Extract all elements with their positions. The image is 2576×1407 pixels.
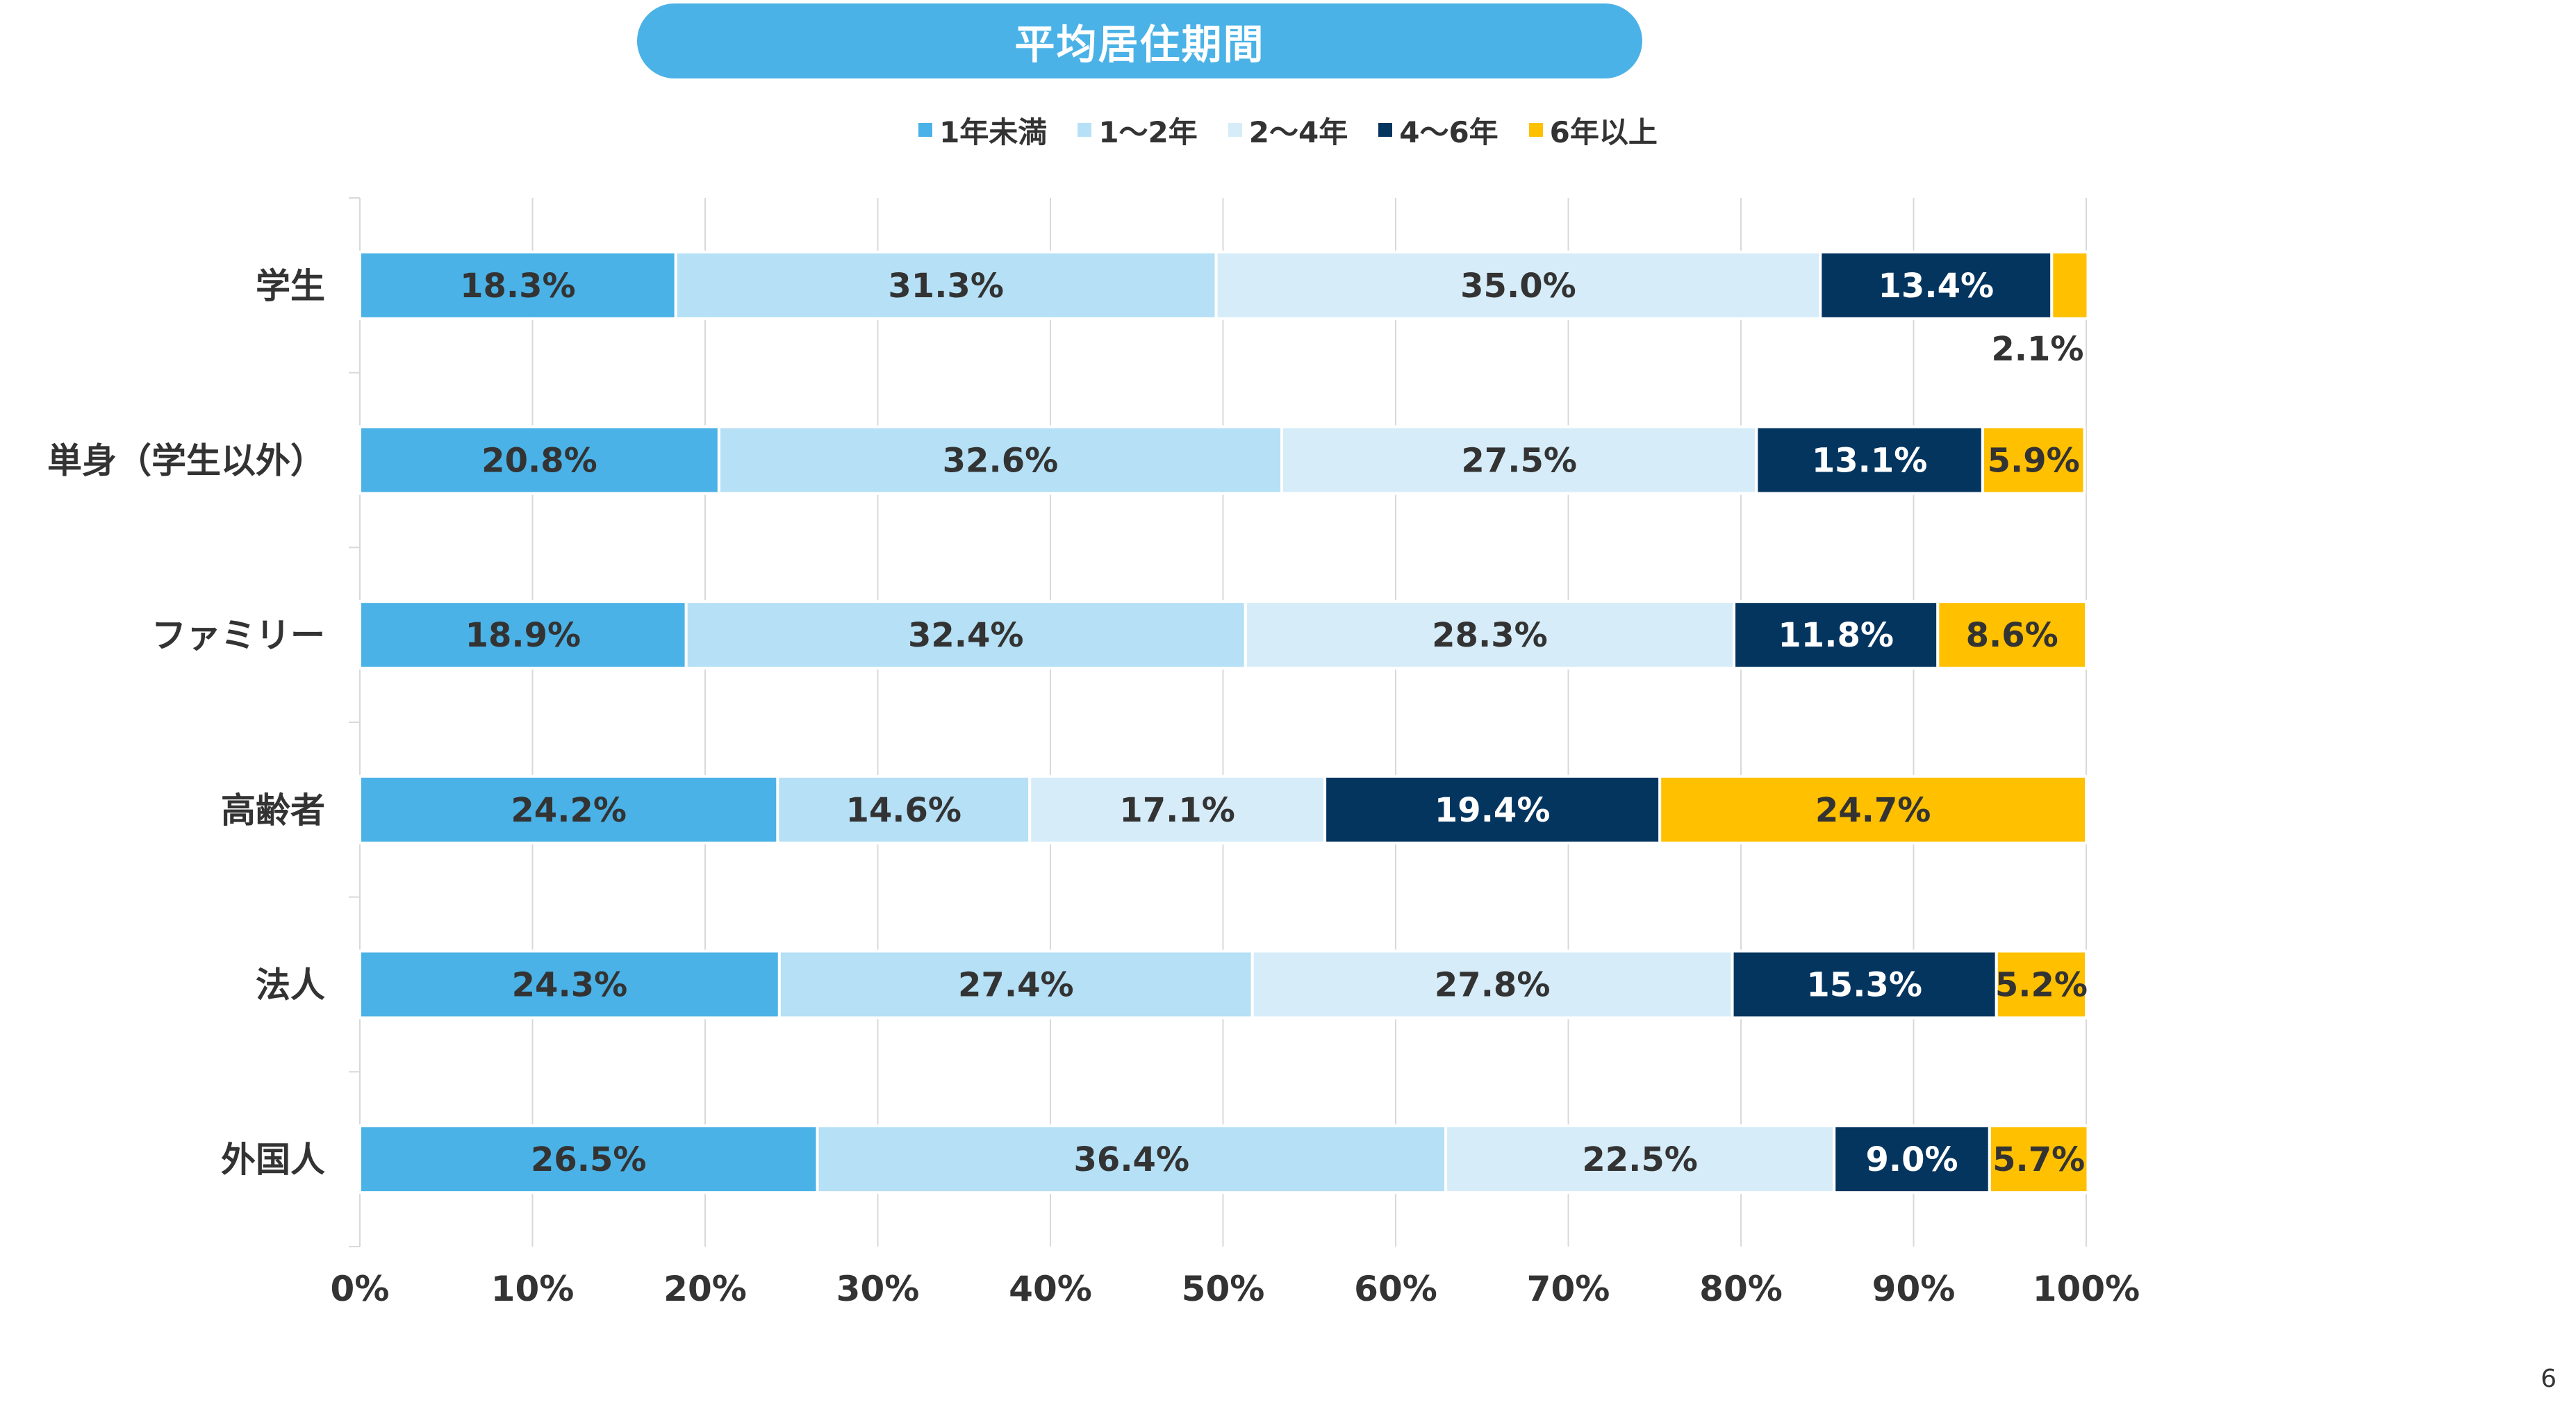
data-label: 27.4%	[958, 966, 1074, 1005]
x-tick-label: 0%	[331, 1269, 390, 1309]
data-label: 24.7%	[1815, 791, 1931, 830]
x-tick-label: 20%	[663, 1269, 747, 1309]
legend-label: 1年未満	[939, 115, 1048, 149]
bar-segment	[776, 774, 1032, 844]
legend-swatch	[1228, 123, 1242, 137]
bar-segment	[2050, 250, 2090, 320]
category-label: 高齢者	[221, 790, 325, 831]
data-label: 5.2%	[1995, 966, 2088, 1005]
x-tick-label: 90%	[1872, 1269, 1956, 1309]
legend-item-2: 1〜2年	[1078, 109, 1198, 151]
bar-segment	[1936, 600, 2088, 670]
bar-segment	[358, 250, 677, 320]
data-label: 26.5%	[531, 1140, 647, 1179]
legend-label: 4〜6年	[1399, 115, 1498, 149]
data-label: 13.4%	[1879, 267, 1995, 306]
data-label: 14.6%	[846, 791, 962, 830]
data-label: 32.6%	[943, 442, 1059, 481]
bar-segment	[1214, 250, 1822, 320]
bar-segment	[358, 949, 781, 1019]
data-label: 17.1%	[1119, 791, 1235, 830]
x-tick-label: 50%	[1182, 1269, 1265, 1309]
x-tick-label: 30%	[836, 1269, 920, 1309]
bar-segment	[358, 1124, 819, 1194]
bar-segment	[1244, 600, 1736, 670]
bar-segment	[816, 1124, 1448, 1194]
legend-item-3: 2〜4年	[1228, 109, 1348, 151]
data-label: 2.1%	[1991, 330, 2083, 369]
data-label: 5.9%	[1988, 442, 2080, 481]
legend-swatch	[1078, 123, 1092, 137]
data-label: 11.8%	[1778, 616, 1894, 655]
bar-segment	[1444, 1124, 1836, 1194]
data-label: 22.5%	[1582, 1140, 1698, 1179]
bar-segment	[358, 774, 779, 844]
data-label: 27.8%	[1435, 966, 1551, 1005]
data-label: 36.4%	[1074, 1140, 1190, 1179]
data-label: 24.2%	[511, 791, 627, 830]
bar-segment	[684, 600, 1247, 670]
data-label: 31.3%	[888, 267, 1004, 306]
bar-segment	[358, 600, 688, 670]
data-label: 24.3%	[512, 966, 628, 1005]
data-label: 8.6%	[1966, 616, 2058, 655]
legend-item-1: 1年未満	[918, 109, 1047, 151]
data-label: 13.1%	[1812, 442, 1928, 481]
data-label: 9.0%	[1865, 1140, 1958, 1179]
bar-segment	[1833, 1124, 1991, 1194]
legend-swatch	[1378, 123, 1393, 137]
category-label: 外国人	[221, 1140, 325, 1180]
legend: 1年未満 1〜2年 2〜4年 4〜6年 6年以上	[0, 108, 2576, 152]
bar-segment	[1995, 949, 2088, 1019]
data-label: 19.4%	[1435, 791, 1551, 830]
legend-item-5: 6年以上	[1528, 109, 1658, 151]
chart-title: 平均居住期間	[637, 3, 1642, 78]
x-tick-label: 80%	[1699, 1269, 1783, 1309]
bar-segment	[1988, 1124, 2090, 1194]
data-label: 18.9%	[465, 616, 581, 655]
legend-swatch	[918, 123, 933, 137]
bar-segment	[1981, 425, 2086, 495]
data-label: 20.8%	[481, 442, 597, 481]
legend-item-4: 4〜6年	[1378, 109, 1498, 151]
data-label: 28.3%	[1432, 616, 1548, 655]
x-tick-label: 10%	[491, 1269, 575, 1309]
legend-swatch	[1528, 123, 1543, 137]
legend-label: 6年以上	[1549, 115, 1658, 149]
category-label: 法人	[256, 965, 325, 1006]
bar-segment	[1028, 774, 1327, 844]
bar-segment	[1658, 774, 2088, 844]
bar-segment	[1819, 250, 2054, 320]
data-label: 32.4%	[908, 616, 1024, 655]
bar-segment	[674, 250, 1218, 320]
data-label: 5.7%	[1992, 1140, 2085, 1179]
bar-segment	[1755, 425, 1984, 495]
category-label: 単身（学生以外）	[47, 441, 325, 481]
legend-label: 1〜2年	[1098, 115, 1198, 149]
x-tick-label: 40%	[1009, 1269, 1092, 1309]
bar-segment	[1250, 949, 1734, 1019]
data-label: 15.3%	[1806, 966, 1922, 1005]
x-tick-label: 70%	[1527, 1269, 1610, 1309]
data-label: 27.5%	[1461, 442, 1577, 481]
bar-segment	[777, 949, 1254, 1019]
category-label: ファミリー	[151, 615, 325, 656]
data-label: 35.0%	[1460, 267, 1576, 306]
page-number: 6	[2541, 1365, 2557, 1393]
x-tick-label: 100%	[2033, 1269, 2140, 1309]
legend-label: 2〜4年	[1248, 115, 1348, 149]
category-label: 学生	[256, 266, 325, 306]
bar-segment	[1323, 774, 1662, 844]
x-tick-label: 60%	[1354, 1269, 1437, 1309]
data-label: 18.3%	[460, 267, 576, 306]
